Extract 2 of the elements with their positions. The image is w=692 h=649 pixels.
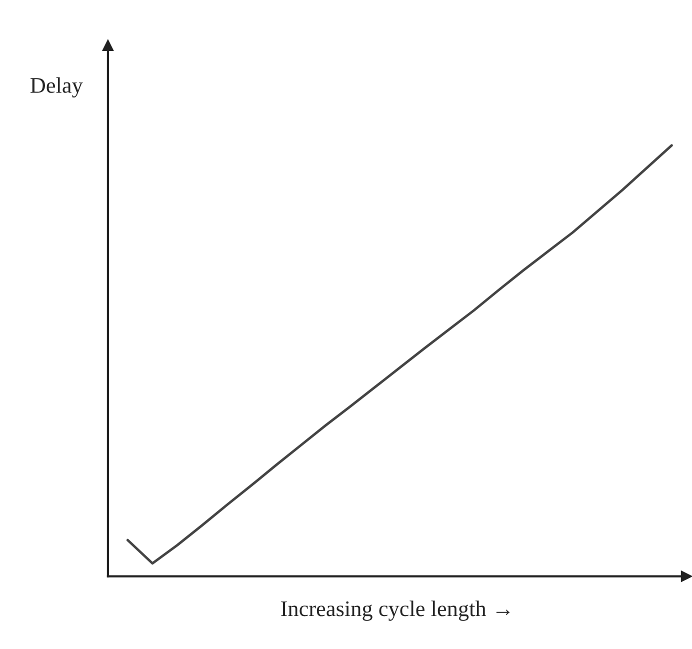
x-axis-title: Increasing cycle length → [281, 600, 510, 621]
y-axis-title: Delay [30, 77, 83, 98]
